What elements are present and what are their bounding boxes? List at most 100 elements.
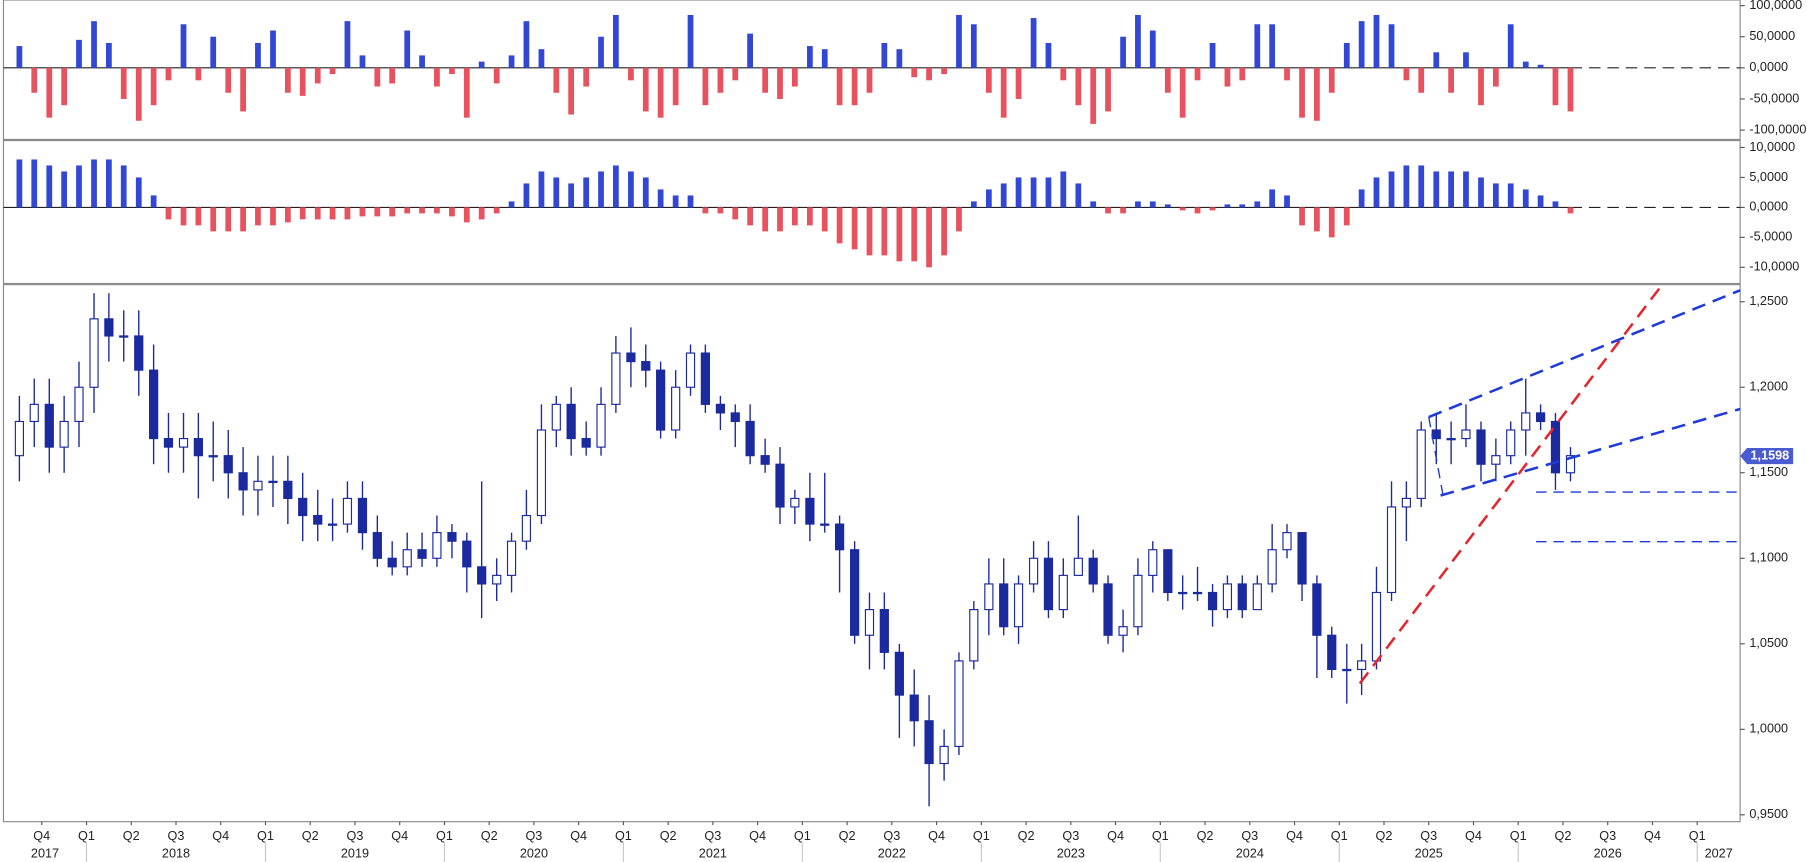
x-tick-label: Q1 <box>78 829 95 843</box>
histogram-bar <box>150 195 157 208</box>
histogram-bar <box>135 177 142 208</box>
candle-body <box>1237 583 1247 611</box>
histogram-bar <box>1492 67 1499 87</box>
histogram-bar <box>523 21 530 68</box>
candle-body <box>1535 412 1546 423</box>
candle-body <box>894 651 904 696</box>
histogram-bar <box>1164 67 1171 93</box>
histogram-bar <box>389 207 396 217</box>
histogram-bar <box>1358 189 1365 208</box>
histogram-bar <box>478 207 485 220</box>
histogram-bar <box>1299 67 1305 118</box>
x-tick-label: Q3 <box>1599 829 1616 843</box>
candle-body <box>1088 557 1098 585</box>
histogram-bar <box>642 177 649 208</box>
histogram-bar <box>821 49 828 68</box>
histogram-bar <box>1149 201 1156 208</box>
histogram-bar <box>1015 177 1022 208</box>
histogram-bar <box>791 67 798 87</box>
candle-body <box>372 532 382 559</box>
candle-body <box>1118 626 1128 636</box>
y-tick-label: 0,9500 <box>1749 807 1788 821</box>
histogram-bar <box>1030 18 1037 68</box>
histogram-bar <box>404 30 411 68</box>
candle-body <box>29 403 39 423</box>
candle-body <box>850 549 860 636</box>
histogram-bar <box>1120 207 1126 214</box>
year-label: 2022 <box>878 846 906 860</box>
histogram-bar <box>568 67 575 115</box>
histogram-bar <box>613 14 619 68</box>
candle-body <box>1178 591 1188 595</box>
histogram-bar <box>1045 42 1052 68</box>
histogram-bar <box>896 207 903 262</box>
x-tick-label: Q2 <box>1555 829 1572 843</box>
x-tick-label: Q1 <box>257 829 274 843</box>
x-tick-label: Q1 <box>615 829 632 843</box>
histogram-bar <box>91 159 97 208</box>
histogram-bar <box>225 207 232 232</box>
candle-body <box>820 523 830 526</box>
histogram-bar <box>1239 67 1246 81</box>
histogram-bar <box>941 67 947 75</box>
x-tick-label: Q2 <box>1018 829 1035 843</box>
candle-body <box>283 480 293 500</box>
candle-body <box>327 523 338 526</box>
x-tick-label: Q2 <box>1197 829 1214 843</box>
y-tick-label: -100,0000 <box>1749 122 1806 136</box>
trend-line <box>1428 416 1444 496</box>
histogram-bar <box>1299 207 1305 226</box>
histogram-bar <box>881 42 888 68</box>
candle-body <box>253 480 263 491</box>
x-tick-label: Q4 <box>1107 829 1124 843</box>
histogram-bar <box>120 165 127 208</box>
y-tick-label: 1,1000 <box>1749 551 1788 565</box>
histogram-bar <box>851 207 858 250</box>
x-tick-label: Q2 <box>660 829 677 843</box>
histogram-bar <box>1105 67 1111 112</box>
candle-body <box>521 514 532 542</box>
histogram-bar <box>642 67 649 112</box>
year-label: 2017 <box>31 846 59 860</box>
candle-body <box>506 540 517 576</box>
candle-body <box>387 557 397 568</box>
candle-body <box>969 609 979 662</box>
candle-body <box>1357 660 1367 671</box>
candle-body <box>805 497 815 525</box>
histogram-bar <box>329 207 336 220</box>
y-tick-label: -5,0000 <box>1749 230 1792 244</box>
candle-body <box>1521 412 1531 431</box>
histogram-bar <box>46 165 53 208</box>
histogram-bar <box>61 171 68 208</box>
histogram-bar <box>866 67 873 93</box>
candle-body <box>417 549 427 559</box>
histogram-bar <box>344 21 351 68</box>
candle-body <box>656 369 666 431</box>
candle-body <box>1312 583 1322 636</box>
histogram-bar <box>732 207 739 220</box>
histogram-bar <box>16 46 23 68</box>
x-tick-label: Q2 <box>1376 829 1393 843</box>
histogram-bar <box>434 67 440 87</box>
histogram-bar <box>1567 67 1574 112</box>
candle-body <box>671 386 681 431</box>
y-tick-label: 1,0000 <box>1749 722 1788 736</box>
histogram-bar <box>985 67 992 93</box>
histogram-bar <box>1224 67 1231 87</box>
histogram-bar <box>105 159 112 208</box>
candle-body <box>760 455 770 465</box>
histogram-bar <box>165 67 172 81</box>
candle-body <box>641 361 651 371</box>
candle-body <box>566 403 576 440</box>
histogram-bar <box>732 67 739 81</box>
histogram-bar <box>299 67 306 96</box>
histogram-bar <box>613 165 619 208</box>
histogram-bar <box>821 207 828 232</box>
histogram-bar <box>1433 171 1440 208</box>
histogram-bar <box>61 67 68 106</box>
y-tick-label: 100,0000 <box>1749 0 1802 12</box>
candle-body <box>1222 583 1233 611</box>
histogram-bar <box>1105 207 1111 214</box>
